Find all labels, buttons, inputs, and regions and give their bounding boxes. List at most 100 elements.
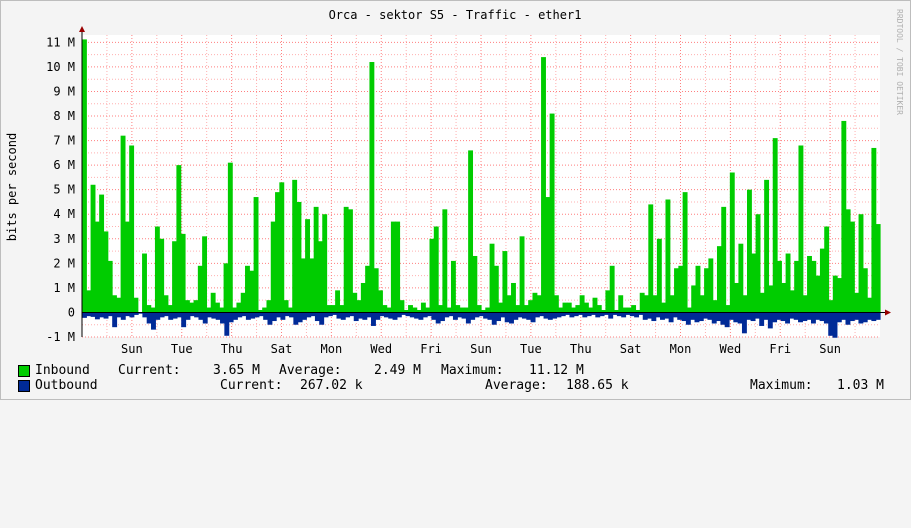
outbound-bar bbox=[163, 312, 169, 317]
inbound-bar bbox=[352, 292, 358, 313]
inbound-bar bbox=[455, 305, 461, 313]
x-tick-label: Sun bbox=[121, 342, 143, 356]
x-tick-label: Fri bbox=[769, 342, 791, 356]
outbound-bar bbox=[780, 312, 786, 322]
inbound-bar bbox=[734, 282, 740, 313]
outbound-bar bbox=[599, 312, 605, 317]
inbound-bar bbox=[283, 300, 289, 313]
inbound-bar bbox=[360, 282, 366, 313]
outbound-bar bbox=[133, 312, 139, 315]
inbound-bar bbox=[210, 292, 216, 313]
outbound-bar bbox=[478, 312, 484, 317]
outbound-bar bbox=[353, 312, 359, 322]
outbound-bar bbox=[289, 312, 294, 318]
x-axis-arrow bbox=[885, 309, 891, 316]
outbound-bar bbox=[746, 312, 752, 320]
x-tick-label: Sat bbox=[620, 342, 642, 356]
inbound-bar bbox=[133, 297, 139, 313]
outbound-bar bbox=[103, 312, 109, 319]
inbound-bar bbox=[639, 292, 645, 313]
inbound-bar bbox=[468, 150, 474, 313]
inbound-bar bbox=[236, 302, 242, 313]
inbound-bar bbox=[725, 305, 731, 313]
y-tick-label: 5 M bbox=[53, 183, 75, 197]
inbound-bar bbox=[378, 290, 383, 313]
inbound-bar bbox=[365, 265, 371, 313]
inbound-bar bbox=[270, 221, 276, 313]
x-tick-label: Sun bbox=[470, 342, 492, 356]
outbound-bar bbox=[284, 312, 290, 317]
inbound-bar bbox=[571, 307, 576, 313]
inbound-bar bbox=[781, 282, 787, 313]
outbound-bar bbox=[793, 312, 799, 320]
inbound-bar bbox=[759, 292, 765, 313]
outbound-bar bbox=[444, 312, 450, 318]
inbound-bar bbox=[253, 197, 259, 313]
inbound-bar bbox=[184, 300, 190, 313]
outbound-current-value: 267.02 k bbox=[300, 378, 363, 393]
outbound-bar bbox=[530, 312, 536, 323]
outbound-bar bbox=[668, 312, 674, 323]
outbound-bar bbox=[470, 312, 476, 320]
inbound-bar bbox=[777, 260, 782, 313]
outbound-bar bbox=[409, 312, 415, 318]
inbound-bar bbox=[189, 302, 195, 313]
inbound-bar bbox=[626, 307, 632, 313]
inbound-bar bbox=[815, 275, 821, 313]
y-axis-arrow bbox=[79, 26, 85, 32]
inbound-bar bbox=[648, 204, 654, 313]
y-axis-label: bits per second bbox=[5, 133, 19, 241]
inbound-bar bbox=[867, 297, 873, 313]
outbound-bar bbox=[392, 312, 398, 320]
x-tick-label: Tue bbox=[171, 342, 193, 356]
outbound-bar bbox=[327, 312, 333, 317]
inbound-bar bbox=[373, 268, 379, 313]
inbound-bar bbox=[249, 270, 255, 313]
outbound-bar bbox=[586, 312, 592, 317]
y-tick-label: -1 M bbox=[46, 330, 75, 344]
inbound-bar bbox=[541, 57, 546, 313]
inbound-bar bbox=[832, 275, 838, 313]
inbound-bar bbox=[412, 307, 418, 313]
outbound-bar bbox=[388, 312, 394, 319]
outbound-bar bbox=[340, 312, 346, 320]
outbound-bar bbox=[129, 312, 135, 318]
outbound-bar bbox=[151, 312, 156, 330]
outbound-bar bbox=[504, 312, 510, 323]
outbound-bar bbox=[168, 312, 174, 320]
outbound-bar bbox=[616, 312, 622, 317]
outbound-bar bbox=[552, 312, 558, 319]
inbound-bar bbox=[532, 292, 538, 313]
outbound-bar bbox=[513, 312, 519, 320]
inbound-bar bbox=[558, 307, 564, 313]
outbound-bar bbox=[534, 312, 540, 318]
outbound-bar bbox=[345, 312, 351, 318]
outbound-bar bbox=[82, 312, 87, 318]
inbound-bar bbox=[635, 309, 641, 313]
x-tick-label: Tue bbox=[520, 342, 542, 356]
outbound-bar bbox=[431, 312, 437, 320]
inbound-bar bbox=[622, 307, 628, 313]
outbound-bar bbox=[509, 312, 514, 324]
inbound-bar bbox=[661, 302, 667, 313]
outbound-bar bbox=[396, 312, 402, 318]
inbound-bar bbox=[768, 285, 774, 313]
inbound-bar bbox=[292, 179, 298, 313]
inbound-bar bbox=[425, 307, 431, 313]
inbound-bar bbox=[300, 258, 306, 313]
outbound-bar bbox=[698, 312, 704, 322]
inbound-bar bbox=[794, 260, 800, 313]
outbound-bar bbox=[767, 312, 773, 329]
inbound-bar bbox=[369, 62, 375, 313]
inbound-bar bbox=[322, 214, 328, 313]
outbound-bar bbox=[448, 312, 454, 317]
inbound-bar bbox=[506, 295, 512, 313]
outbound-bar bbox=[785, 312, 791, 324]
inbound-bar bbox=[227, 162, 233, 313]
inbound-bar bbox=[309, 258, 315, 313]
outbound-bar bbox=[280, 312, 286, 320]
outbound-bar bbox=[539, 312, 545, 317]
inbound-bar bbox=[172, 241, 177, 313]
inbound-bar bbox=[159, 238, 165, 313]
inbound-bar bbox=[583, 302, 589, 313]
